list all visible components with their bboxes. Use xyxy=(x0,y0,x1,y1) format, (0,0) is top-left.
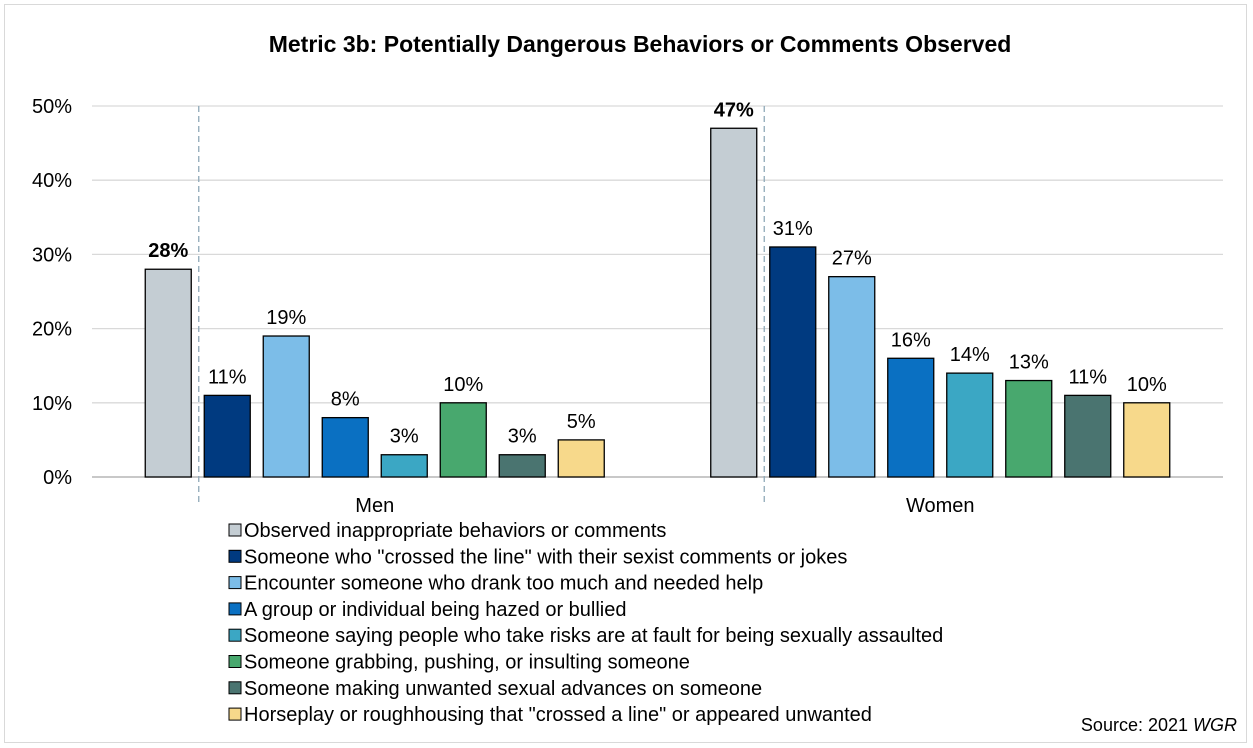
source-emph: WGR xyxy=(1193,715,1237,735)
y-tick-label: 10% xyxy=(32,393,72,415)
data-label: 19% xyxy=(266,307,306,329)
y-tick-label: 40% xyxy=(32,170,72,192)
bar xyxy=(1005,379,1053,478)
y-axis: 0% 10% 20% 30% 40% 50% xyxy=(32,96,72,489)
data-label: 13% xyxy=(1009,352,1049,374)
bar xyxy=(710,127,758,478)
legend-label: Encounter someone who drank too much and… xyxy=(244,573,763,595)
legend-item: Horseplay or roughhousing that "crossed … xyxy=(228,704,872,726)
chart-frame xyxy=(4,4,1247,743)
x-category-label: Men xyxy=(355,495,394,517)
data-label: 16% xyxy=(891,329,931,351)
y-tick-label: 50% xyxy=(32,96,72,118)
data-label: 14% xyxy=(950,344,990,366)
y-tick-label: 0% xyxy=(43,467,72,489)
legend-label: Someone grabbing, pushing, or insulting … xyxy=(244,652,690,674)
bar xyxy=(769,246,817,478)
data-label: 28% xyxy=(148,240,188,262)
bar xyxy=(439,402,487,478)
legend-label: Observed inappropriate behaviors or comm… xyxy=(244,520,666,542)
bar xyxy=(1123,402,1171,478)
legend-item: Someone who "crossed the line" with thei… xyxy=(228,546,847,568)
legend-item: Someone grabbing, pushing, or insulting … xyxy=(228,652,690,674)
bar xyxy=(557,439,605,478)
legend-swatch xyxy=(228,628,242,642)
legend-label: Horseplay or roughhousing that "crossed … xyxy=(244,704,872,726)
bars xyxy=(144,127,1171,478)
chart-title: Metric 3b: Potentially Dangerous Behavio… xyxy=(269,31,1012,57)
legend-swatch xyxy=(228,576,242,590)
data-label: 3% xyxy=(390,426,419,448)
data-label: 11% xyxy=(208,366,247,388)
legend-label: Someone who "crossed the line" with thei… xyxy=(244,546,847,568)
legend-swatch xyxy=(228,549,242,563)
bar xyxy=(144,268,192,478)
bar xyxy=(1064,394,1112,478)
legend-swatch xyxy=(228,655,242,668)
data-label: 3% xyxy=(508,426,537,448)
bar xyxy=(887,357,935,478)
data-label: 31% xyxy=(773,218,813,240)
bar xyxy=(380,454,428,478)
x-category-label: Women xyxy=(906,495,975,517)
data-label: 47% xyxy=(714,99,754,121)
data-label: 10% xyxy=(443,374,483,396)
bar xyxy=(262,335,310,478)
bar xyxy=(498,454,546,478)
bar xyxy=(828,276,876,478)
data-label: 5% xyxy=(567,411,596,433)
legend-swatch xyxy=(228,523,242,537)
x-axis: Men Women xyxy=(355,495,974,517)
legend-swatch xyxy=(228,707,242,721)
bar xyxy=(946,372,994,478)
source-note: Source: 2021 WGR xyxy=(1081,715,1237,735)
legend: Observed inappropriate behaviors or comm… xyxy=(228,520,943,726)
legend-item: Someone saying people who take risks are… xyxy=(228,625,943,647)
legend-swatch xyxy=(228,681,242,695)
legend-item: Encounter someone who drank too much and… xyxy=(228,573,763,595)
data-labels: 28% 11% 19% 8% 3% 10% 3% 5% 47% 31% 27% 16% 14% 13% 11… xyxy=(148,99,1167,447)
legend-label: Someone making unwanted sexual advances … xyxy=(244,678,762,700)
data-label: 11% xyxy=(1068,366,1107,388)
data-label: 27% xyxy=(832,248,872,270)
legend-item: A group or individual being hazed or bul… xyxy=(228,599,627,621)
legend-label: Someone saying people who take risks are… xyxy=(244,625,943,647)
bar xyxy=(203,394,251,478)
y-tick-label: 20% xyxy=(32,319,72,341)
data-label: 8% xyxy=(331,389,360,411)
legend-label: A group or individual being hazed or bul… xyxy=(244,599,627,621)
legend-swatch xyxy=(228,602,242,616)
legend-item: Someone making unwanted sexual advances … xyxy=(228,678,762,700)
data-label: 10% xyxy=(1127,374,1167,396)
source-prefix: Source: 2021 xyxy=(1081,715,1193,735)
gridlines xyxy=(92,105,1223,502)
y-tick-label: 30% xyxy=(32,244,72,266)
bar xyxy=(321,416,369,478)
legend-item: Observed inappropriate behaviors or comm… xyxy=(228,520,666,542)
